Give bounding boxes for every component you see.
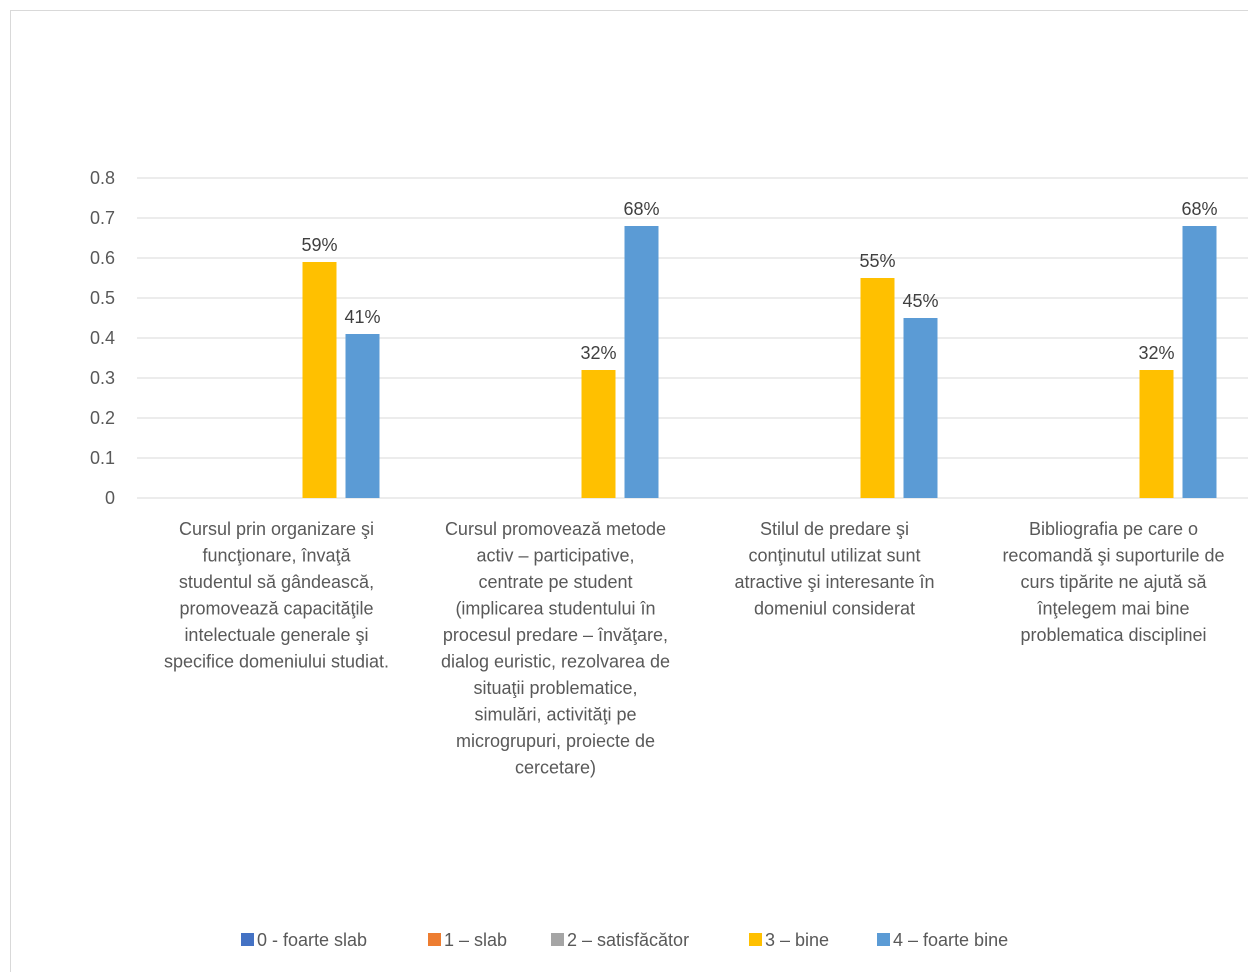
category-label: Cursul prin organizare şi funcţionare, în… xyxy=(164,519,389,672)
data-label: 41% xyxy=(344,307,380,327)
data-label: 32% xyxy=(1138,343,1174,363)
category-label-line: situaţii problematice, xyxy=(473,678,637,698)
y-tick-label: 0.5 xyxy=(90,288,115,308)
bar xyxy=(302,262,337,498)
y-tick-label: 0.6 xyxy=(90,248,115,268)
category-label-line: dialog euristic, rezolvarea de xyxy=(441,652,670,672)
category-label-line: simulări, activităţi pe xyxy=(474,705,636,725)
category-label-line: Cursul prin organizare şi xyxy=(179,519,374,539)
category-label: Bibliografia pe care o recomandă şi supor… xyxy=(1002,519,1224,645)
legend-swatch xyxy=(551,933,564,946)
y-tick-label: 0.4 xyxy=(90,328,115,348)
bar xyxy=(903,318,938,498)
legend-swatch xyxy=(241,933,254,946)
category-label-line: activ – participative, xyxy=(476,546,634,566)
y-tick-label: 0.2 xyxy=(90,408,115,428)
data-label: 32% xyxy=(580,343,616,363)
category-label-line: studentul să gândească, xyxy=(179,572,374,592)
bar xyxy=(581,370,616,498)
bar xyxy=(1139,370,1174,498)
y-tick-label: 0.7 xyxy=(90,208,115,228)
legend-label: 4 – foarte bine xyxy=(893,930,1008,950)
category-label-line: problematica disciplinei xyxy=(1020,625,1206,645)
category-label-line: (implicarea studentului în xyxy=(455,599,655,619)
category-label-line: Cursul promovează metode xyxy=(445,519,666,539)
bar xyxy=(860,278,895,498)
legend-swatch xyxy=(877,933,890,946)
legend-label: 3 – bine xyxy=(765,930,829,950)
legend-label: 1 – slab xyxy=(444,930,507,950)
category-label-line: domeniul considerat xyxy=(754,599,915,619)
legend-swatch xyxy=(749,933,762,946)
category-label-line: specifice domeniului studiat. xyxy=(164,652,389,672)
category-label-line: procesul predare – învăţare, xyxy=(443,625,668,645)
bar xyxy=(1182,226,1217,498)
chart-frame xyxy=(10,10,1248,972)
data-label: 45% xyxy=(902,291,938,311)
data-label: 59% xyxy=(301,235,337,255)
legend-label: 2 – satisfăcător xyxy=(567,930,689,950)
y-tick-label: 0.3 xyxy=(90,368,115,388)
category-label-line: înţelegem mai bine xyxy=(1036,599,1189,619)
category-label: Cursul promovează metode activ – particip… xyxy=(441,519,670,778)
legend-label: 0 - foarte slab xyxy=(257,930,367,950)
data-label: 55% xyxy=(859,251,895,271)
y-tick-label: 0.8 xyxy=(90,168,115,188)
y-tick-label: 0.1 xyxy=(90,448,115,468)
data-label: 68% xyxy=(1181,199,1217,219)
category-label-line: Bibliografia pe care o xyxy=(1029,519,1198,539)
category-label-line: conţinutul utilizat sunt xyxy=(748,546,920,566)
category-label-line: atractive şi interesante în xyxy=(734,572,934,592)
category-label-line: cercetare) xyxy=(515,758,596,778)
y-tick-label: 0 xyxy=(105,488,115,508)
data-label: 68% xyxy=(623,199,659,219)
category-label-line: Stilul de predare şi xyxy=(760,519,909,539)
category-label-line: centrate pe student xyxy=(478,572,632,592)
category-label-line: curs tipărite ne ajută să xyxy=(1020,572,1207,592)
category-label-line: funcţionare, învaţă xyxy=(202,546,351,566)
category-label-line: promovează capacităţile xyxy=(179,599,373,619)
bar xyxy=(624,226,659,498)
category-label-line: microgrupuri, proiecte de xyxy=(456,731,655,751)
bar xyxy=(345,334,380,498)
legend-swatch xyxy=(428,933,441,946)
category-label-line: recomandă şi suporturile de xyxy=(1002,546,1224,566)
category-label: Stilul de predare şi conţinutul utilizat … xyxy=(734,519,934,619)
category-label-line: intelectuale generale şi xyxy=(184,625,368,645)
